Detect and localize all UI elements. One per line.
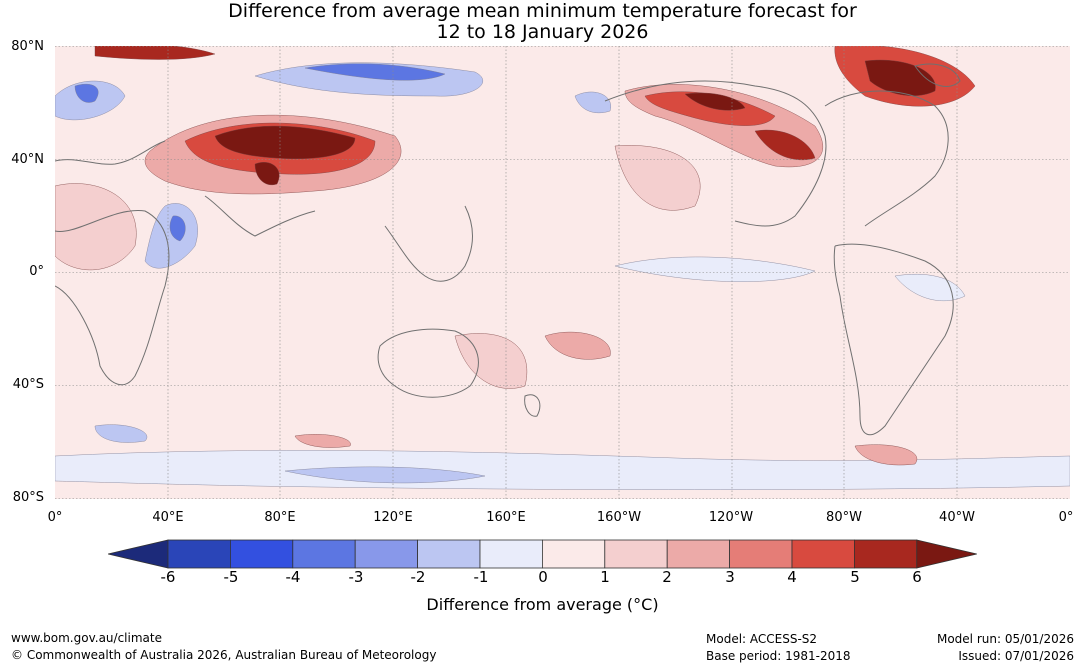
colorbar-segment [292, 539, 356, 569]
antarctic-peninsula-warm-patch [854, 444, 918, 466]
lon-label-40w: 40°W [939, 510, 975, 525]
colorbar-segments [108, 539, 977, 569]
scandinavia-cold-core [74, 83, 99, 103]
central-asia-warm-core [214, 125, 356, 159]
siberia-cold-core [304, 63, 446, 81]
forecast-map [55, 46, 1070, 499]
coastline-greenland [914, 63, 961, 87]
north-pacific-warm-patch [614, 145, 701, 211]
coral-sea-warm-patch [454, 333, 527, 389]
lon-label-80e: 80°E [264, 510, 296, 525]
pacific-cool-band [614, 256, 816, 282]
footer-model-run: Model run: 05/01/2026 [936, 632, 1074, 646]
arctic-europe-warm-core [94, 46, 216, 60]
indian-ocean-warm-patch [294, 434, 351, 448]
alaska-cool-region [574, 91, 611, 114]
lon-label-120w: 120°W [708, 510, 754, 525]
coastline-australia [377, 328, 479, 398]
coastline-south-america [833, 243, 954, 436]
cold-anomalies [55, 62, 1070, 490]
colorbar-tick: 1 [600, 568, 610, 586]
colorbar-tick: 2 [662, 568, 672, 586]
footer-model: Model: ACCESS-S2 [706, 632, 818, 646]
tibet-warm-core [254, 162, 280, 186]
colorbar-tick: 0 [538, 568, 548, 586]
footer-issued: Issued: 07/01/2026 [958, 649, 1074, 663]
colorbar-tick: 6 [912, 568, 922, 586]
graticule [55, 46, 1070, 499]
colorbar-segment [417, 539, 481, 569]
lon-label-160w: 160°W [596, 510, 642, 525]
colorbar-segment [854, 539, 918, 569]
coastline-africa [55, 209, 170, 386]
title-line-1: Difference from average mean minimum tem… [228, 0, 857, 22]
footer-website[interactable]: www.bom.gov.au/climate [11, 631, 162, 645]
colorbar-tick: -2 [410, 568, 426, 586]
coastline-south-asia [204, 195, 316, 237]
lon-label-40e: 40°E [152, 510, 184, 525]
colorbar-segment [541, 539, 606, 569]
colorbar-extend-min [108, 539, 169, 569]
arabia-cold-core [169, 215, 186, 242]
western-canada-warm-core [754, 129, 816, 161]
colorbar-tick: -4 [285, 568, 301, 586]
southern-ocean-cool-band [55, 450, 1070, 490]
colorbar-tick: -5 [223, 568, 239, 586]
alaska-canada-warm-band [644, 91, 776, 126]
arabia-cool-region [144, 203, 198, 269]
lat-label-80n: 80°N [11, 39, 44, 54]
colorbar-segment [666, 539, 731, 569]
footer-base-period: Base period: 1981-2018 [706, 649, 851, 663]
map-canvas [55, 46, 1070, 499]
coastline-north-america-west [604, 80, 827, 227]
north-africa-warm-patch [55, 183, 137, 271]
lat-label-0: 0° [29, 264, 44, 279]
colorbar-segment [791, 539, 855, 569]
coastline-north-america-east [824, 90, 949, 227]
colorbar-tick: -6 [160, 568, 176, 586]
colorbar-label: Difference from average (°C) [426, 595, 659, 614]
lon-label-80w: 80°W [826, 510, 862, 525]
lon-label-0-left: 0° [47, 510, 63, 525]
lon-label-0-right: 0° [1058, 510, 1074, 525]
colorbar-segment [729, 539, 793, 569]
colorbar-segment [230, 539, 294, 569]
colorbar-extend-max [916, 539, 977, 569]
south-atlantic-cool-patch [94, 424, 148, 443]
colorbar-segment [479, 539, 543, 569]
coastlines [55, 63, 961, 436]
coastline-europe [55, 140, 166, 165]
lat-label-40s: 40°S [12, 377, 44, 392]
alaska-canada-warm-core [684, 92, 746, 111]
colorbar-tick: 5 [850, 568, 860, 586]
footer-copyright: © Commonwealth of Australia 2026, Austra… [11, 648, 437, 662]
coastline-east-asia [384, 205, 473, 282]
colorbar-segment [167, 539, 231, 569]
colorbar-tick: 4 [787, 568, 797, 586]
colorbar-tick: 3 [725, 568, 735, 586]
coastline-new-zealand [524, 394, 541, 417]
colorbar-segment [604, 539, 668, 569]
south-pacific-warm-patch [544, 331, 611, 360]
colorbar-tick: -1 [473, 568, 489, 586]
lat-label-40n: 40°N [11, 152, 44, 167]
lon-label-160e: 160°E [486, 510, 526, 525]
southern-ocean-cool-patch [284, 466, 486, 484]
colorbar [108, 539, 977, 569]
title-line-2: 12 to 18 January 2026 [436, 21, 649, 43]
colorbar-segment [354, 539, 418, 569]
lon-label-120e: 120°E [373, 510, 413, 525]
colorbar-tick: -3 [348, 568, 364, 586]
lat-label-80s: 80°S [12, 490, 44, 505]
